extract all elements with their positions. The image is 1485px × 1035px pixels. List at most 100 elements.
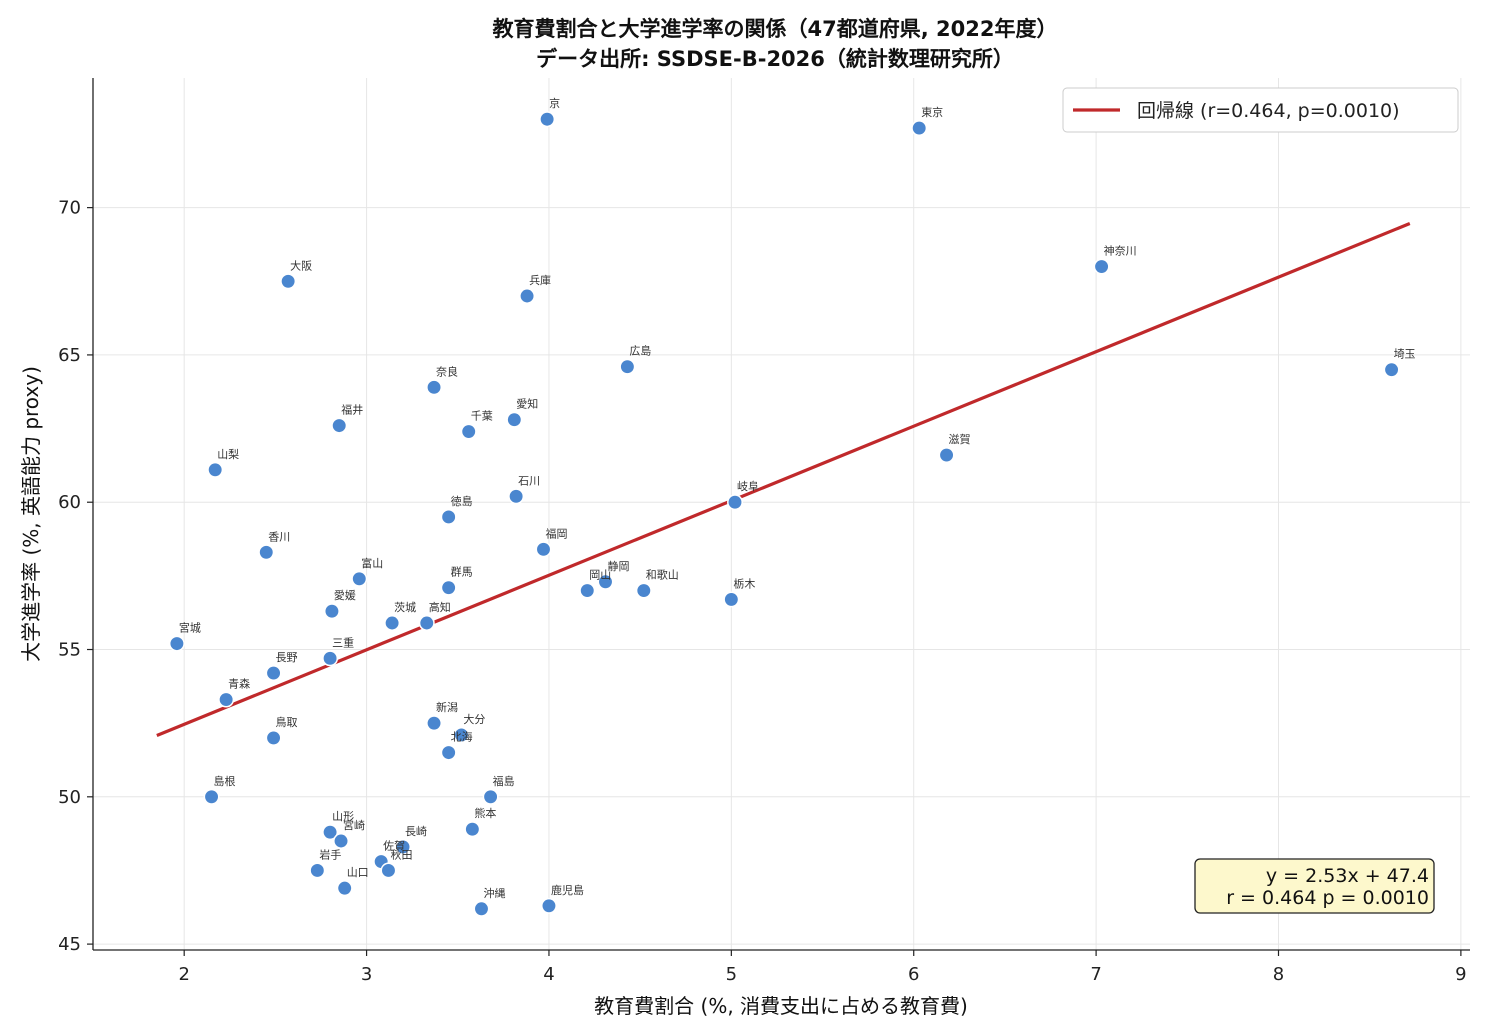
- data-point: [482, 788, 499, 805]
- legend-label: 回帰線 (r=0.464, p=0.0010): [1137, 100, 1400, 122]
- data-point-label: 和歌山: [646, 568, 679, 582]
- data-point: [535, 541, 552, 558]
- x-axis-ticks: 2 3 4 5 6 7 8 9: [178, 950, 1467, 985]
- data-point: [203, 788, 220, 805]
- data-point: [635, 582, 652, 599]
- data-point-label: 岐阜: [737, 480, 759, 493]
- data-points: [168, 111, 1400, 917]
- data-point-label: 千葉: [471, 409, 493, 423]
- data-point-label: 熊本: [474, 806, 496, 820]
- data-point-label: 福岡: [545, 526, 567, 540]
- data-point-label: 広島: [629, 344, 651, 358]
- data-point: [597, 573, 614, 590]
- data-point: [473, 900, 490, 917]
- data-point: [727, 494, 743, 511]
- y-tick-label: 60: [58, 492, 81, 513]
- data-point-label: 香川: [268, 530, 290, 543]
- data-point-label: 大分: [463, 712, 485, 726]
- data-point-label: 福島: [493, 774, 515, 788]
- data-point-label: 岩手: [319, 847, 341, 861]
- data-point-label: 高知: [429, 600, 451, 614]
- data-point: [168, 635, 185, 652]
- x-tick-label: 7: [1090, 964, 1101, 985]
- data-point: [218, 691, 235, 708]
- data-point-label: 長崎: [405, 824, 427, 838]
- data-point-label: 宮城: [179, 621, 201, 635]
- data-point: [336, 880, 353, 897]
- data-point-label: 青森: [228, 677, 250, 691]
- data-point-label: 新潟: [436, 700, 458, 714]
- data-point-label: 宮崎: [343, 818, 365, 832]
- data-point: [723, 591, 740, 608]
- data-point: [280, 273, 297, 290]
- data-point: [207, 461, 224, 478]
- data-point-label: 鹿児島: [551, 883, 584, 897]
- data-point-label: 北海: [451, 730, 473, 744]
- data-point-label: 静岡: [607, 559, 629, 573]
- x-tick-label: 5: [726, 964, 737, 985]
- data-point-label: 秋田: [390, 847, 412, 861]
- data-point-label: 徳島: [451, 494, 473, 508]
- data-point: [519, 288, 536, 304]
- data-point: [265, 729, 282, 746]
- stats-box: y = 2.53x + 47.4 r = 0.464 p = 0.0010: [1194, 858, 1435, 914]
- legend-box: [1062, 87, 1459, 133]
- data-point-label: 愛媛: [334, 588, 356, 602]
- data-point: [351, 570, 368, 587]
- data-point-label: 島根: [214, 774, 236, 788]
- y-tick-label: 65: [58, 345, 81, 366]
- y-tick-label: 55: [58, 640, 81, 661]
- data-point: [453, 726, 470, 743]
- data-point: [506, 411, 523, 428]
- data-point-label: 栃木: [733, 576, 755, 590]
- data-point: [460, 423, 477, 440]
- data-point: [426, 379, 443, 396]
- data-point: [911, 120, 928, 137]
- data-point-label: 山梨: [217, 447, 239, 461]
- data-point: [579, 582, 596, 599]
- chart-subtitle: データ出所: SSDSE-B-2026（統計数理研究所）: [536, 47, 1014, 71]
- data-point: [541, 897, 557, 914]
- data-point: [539, 111, 556, 128]
- data-point-label: 茨城: [394, 600, 416, 614]
- data-point-label: 奈良: [436, 364, 458, 378]
- y-axis-ticks: 45 50 55 60 65 70: [58, 198, 93, 955]
- data-point-label: 滋賀: [949, 433, 971, 446]
- x-tick-label: 3: [361, 964, 372, 985]
- data-point-label: 石川: [518, 474, 540, 487]
- data-point: [258, 544, 275, 561]
- data-point-label: 京: [549, 96, 560, 110]
- data-point-label: 大阪: [290, 258, 312, 272]
- y-tick-label: 50: [58, 787, 81, 808]
- regression-line: [156, 222, 1411, 738]
- data-point: [619, 358, 636, 375]
- data-point: [440, 744, 457, 761]
- data-point: [265, 665, 282, 682]
- data-point: [380, 862, 397, 879]
- x-tick-label: 8: [1273, 964, 1284, 985]
- data-point: [322, 824, 339, 841]
- data-point-label: 岡山: [589, 569, 611, 582]
- data-point: [309, 862, 326, 879]
- stats-correlation: r = 0.464 p = 0.0010: [1226, 887, 1429, 909]
- stats-box-bg: [1194, 858, 1435, 914]
- data-point-label: 鳥取: [276, 715, 298, 729]
- x-tick-label: 6: [908, 964, 919, 985]
- data-point: [333, 833, 349, 849]
- data-point: [938, 447, 955, 464]
- data-point: [331, 417, 348, 434]
- data-point-label: 兵庫: [529, 273, 551, 287]
- y-tick-label: 70: [58, 198, 81, 219]
- data-point-label: 佐賀: [383, 839, 405, 853]
- y-axis-label: 大学進学率 (%, 英語能力 proxy): [19, 366, 43, 662]
- data-point: [322, 650, 339, 667]
- data-point: [508, 488, 525, 505]
- x-axis-label: 教育費割合 (%, 消費支出に占める教育費): [594, 994, 968, 1018]
- data-point-label: 愛知: [516, 397, 538, 411]
- data-point-label: 神奈川: [1104, 244, 1137, 258]
- chart-title: 教育費割合と大学進学率の関係（47都道府県, 2022年度）: [493, 17, 1058, 41]
- data-point-label: 群馬: [451, 565, 473, 579]
- data-point: [1383, 361, 1400, 378]
